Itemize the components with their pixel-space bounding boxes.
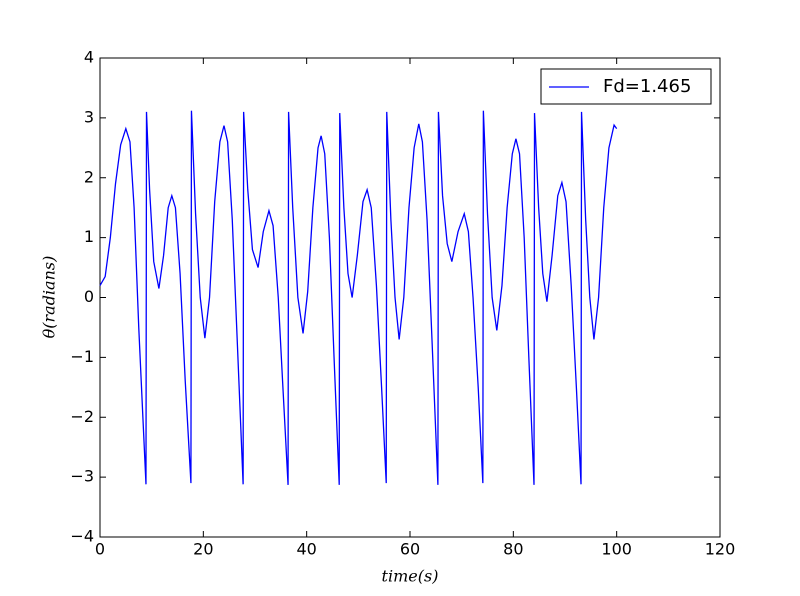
plot-frame bbox=[99, 57, 721, 538]
y-axis-label: θ(radians) bbox=[40, 256, 59, 339]
x-tick-label: 0 bbox=[95, 540, 105, 559]
x-tick-label: 40 bbox=[296, 540, 316, 559]
x-axis-label: time(s) bbox=[382, 567, 439, 586]
x-tick-label: 120 bbox=[705, 540, 736, 559]
y-tick-label: −4 bbox=[70, 527, 94, 546]
legend-label: Fd=1.465 bbox=[603, 76, 691, 97]
y-tick-label: 1 bbox=[84, 227, 94, 246]
y-tick-label: 3 bbox=[84, 107, 94, 126]
y-tick-label: 4 bbox=[84, 48, 94, 67]
y-tick-label: −2 bbox=[70, 407, 94, 426]
data-line bbox=[99, 110, 618, 485]
y-tick-label: 2 bbox=[84, 167, 94, 186]
x-tick-label: 100 bbox=[601, 540, 632, 559]
y-tick-label: −1 bbox=[70, 347, 94, 366]
x-tick-label: 80 bbox=[503, 540, 523, 559]
x-tick-label: 60 bbox=[400, 540, 420, 559]
y-tick-label: −3 bbox=[70, 467, 94, 486]
x-tick-label: 20 bbox=[193, 540, 213, 559]
y-tick-label: 0 bbox=[84, 287, 94, 306]
